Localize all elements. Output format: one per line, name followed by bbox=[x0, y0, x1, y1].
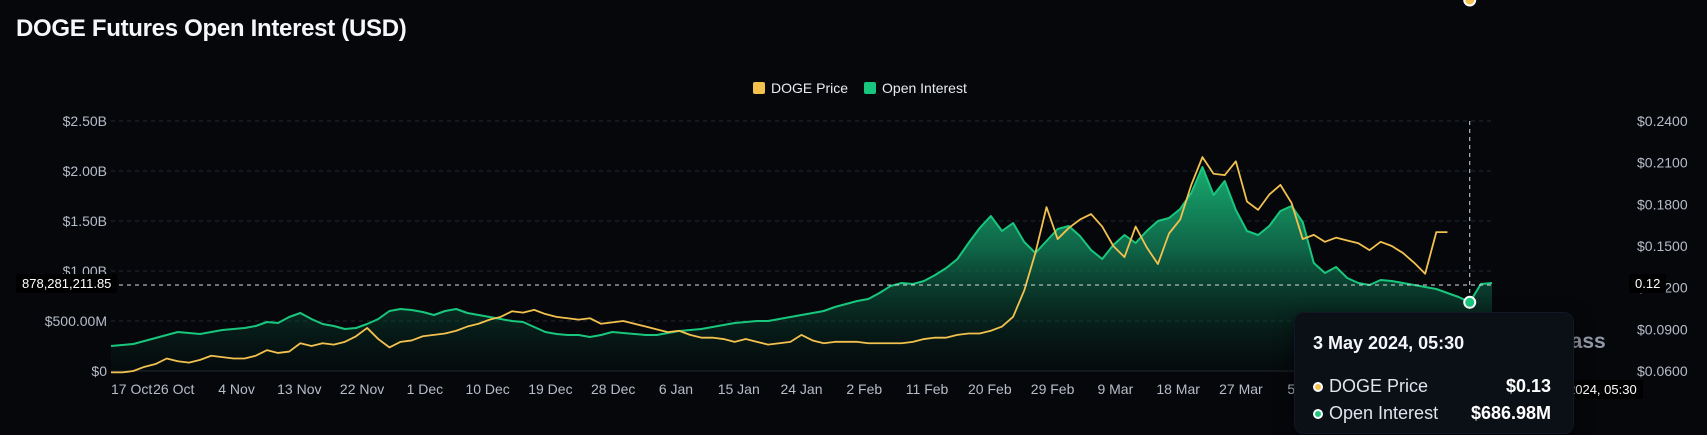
legend-swatch-doge-price bbox=[753, 82, 765, 94]
legend-label-doge-price: DOGE Price bbox=[771, 80, 849, 96]
x-tick-label: 24 Jan bbox=[780, 381, 822, 397]
x-tick-label: 20 Feb bbox=[968, 381, 1012, 397]
y-right-tick-label: $0.2400 bbox=[1637, 113, 1688, 129]
y-right-tick-label: $0.2100 bbox=[1637, 155, 1688, 171]
x-tick-label: 19 Dec bbox=[528, 381, 572, 397]
y-left-tick-label: $1.50B bbox=[63, 213, 107, 229]
x-tick-label: 27 Mar bbox=[1219, 381, 1263, 397]
crosshair-right-value: 0.12 bbox=[1629, 274, 1667, 293]
tooltip-row-open-interest: Open Interest $686.98M bbox=[1313, 403, 1551, 424]
tooltip-label-open-interest: Open Interest bbox=[1329, 403, 1439, 423]
x-tick-label: 4 Nov bbox=[218, 381, 255, 397]
x-tick-label: 17 Oct bbox=[111, 381, 152, 397]
crosshair-left-value: 878,281,211.85 bbox=[16, 274, 118, 293]
y-left-tick-label: $2.50B bbox=[63, 113, 107, 129]
open-interest-area bbox=[111, 167, 1492, 371]
tooltip-row-doge-price: DOGE Price $0.13 bbox=[1313, 376, 1551, 397]
legend: DOGE Price Open Interest bbox=[753, 80, 967, 96]
y-left-tick-label: $0 bbox=[91, 363, 107, 379]
x-tick-label: 10 Dec bbox=[465, 381, 509, 397]
x-tick-label: 28 Dec bbox=[591, 381, 635, 397]
doge-price-dot-icon bbox=[1313, 381, 1323, 392]
open-interest-line bbox=[110, 166, 1493, 347]
x-tick-label: 26 Oct bbox=[153, 381, 194, 397]
open-interest-dot-icon bbox=[1313, 408, 1323, 419]
x-tick-label: 15 Jan bbox=[718, 381, 760, 397]
legend-item-open-interest[interactable]: Open Interest bbox=[864, 80, 967, 96]
doge-price-point bbox=[1463, 0, 1477, 7]
tooltip-label-doge-price: DOGE Price bbox=[1329, 376, 1429, 396]
chart-title: DOGE Futures Open Interest (USD) bbox=[16, 15, 407, 42]
x-tick-label: 9 Mar bbox=[1097, 381, 1133, 397]
x-tick-label: 6 Jan bbox=[659, 381, 693, 397]
x-tick-label: 18 Mar bbox=[1156, 381, 1200, 397]
y-right-tick-label: $0.1500 bbox=[1637, 238, 1688, 254]
y-left-tick-label: $500.00M bbox=[45, 313, 107, 329]
x-tick-label: 2 Feb bbox=[846, 381, 882, 397]
x-tick-label: 1 Dec bbox=[407, 381, 444, 397]
tooltip-value-doge-price: $0.13 bbox=[1505, 376, 1551, 396]
open-interest-point bbox=[1463, 295, 1477, 309]
x-tick-label: 13 Nov bbox=[277, 381, 321, 397]
tooltip-title: 3 May 2024, 05:30 bbox=[1313, 333, 1465, 353]
chart-tooltip: 3 May 2024, 05:30 DOGE Price $0.13 Open … bbox=[1294, 312, 1574, 434]
y-right-tick-label: $0.0600 bbox=[1637, 363, 1688, 379]
y-left-tick-label: $2.00B bbox=[63, 163, 107, 179]
x-tick-label: 22 Nov bbox=[340, 381, 384, 397]
x-tick-label: 29 Feb bbox=[1031, 381, 1075, 397]
y-right-tick-label: $0.0900 bbox=[1637, 321, 1688, 337]
legend-label-open-interest: Open Interest bbox=[882, 80, 967, 96]
y-right-tick-label: $0.1800 bbox=[1637, 196, 1688, 212]
legend-item-doge-price[interactable]: DOGE Price bbox=[753, 80, 848, 96]
doge-price-line bbox=[111, 156, 1448, 374]
legend-swatch-open-interest bbox=[864, 82, 877, 94]
tooltip-value-open-interest: $686.98M bbox=[1470, 403, 1551, 423]
x-tick-label: 11 Feb bbox=[906, 381, 949, 397]
